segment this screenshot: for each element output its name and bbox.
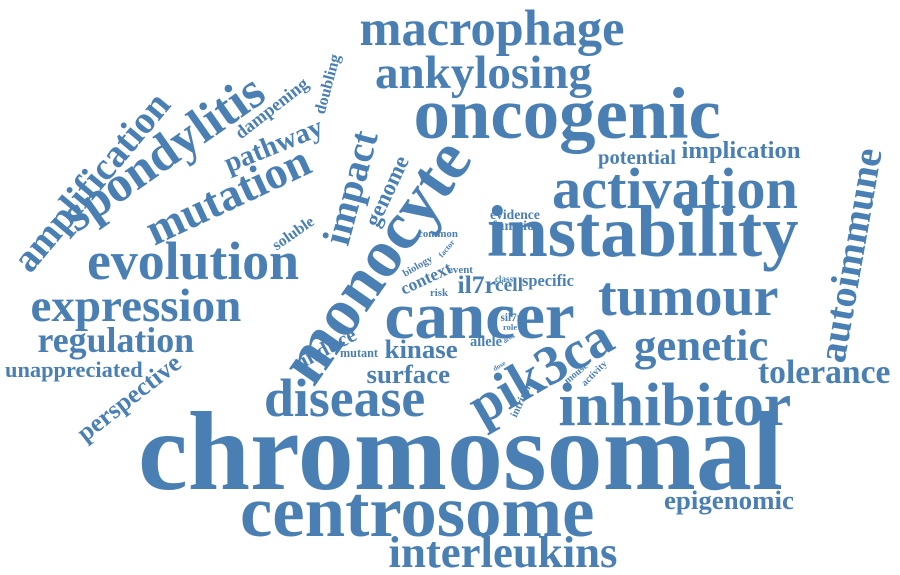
word-macrophage: macrophage	[359, 0, 625, 56]
word-evolution: evolution	[87, 231, 300, 291]
word-sil7r: sil7r	[500, 311, 522, 324]
word-implication: implication	[681, 136, 801, 164]
word-expression: expression	[30, 279, 242, 332]
word-class: class	[495, 274, 513, 284]
word-cell: cell	[495, 274, 524, 296]
word-ankylosing: ankylosing	[375, 46, 592, 99]
word-mutant: mutant	[340, 346, 378, 360]
word-factor: factor	[436, 238, 457, 260]
word-centrosome: centrosome	[240, 471, 595, 552]
word-interleukins: interleukins	[388, 527, 618, 575]
word-disease: disease	[264, 368, 426, 428]
word-il7r: il7r	[457, 269, 497, 299]
word-epigenomic: epigenomic	[664, 484, 794, 515]
word-tolerance: tolerance	[758, 354, 891, 391]
word-common: common	[418, 228, 458, 240]
word-role: role	[503, 321, 517, 332]
word-event: event	[448, 263, 473, 276]
word-tumour: tumour	[598, 266, 779, 328]
word-allele: allele	[470, 334, 502, 350]
word-cancer: cancer	[384, 277, 575, 353]
word-kinase: kinase	[384, 333, 458, 364]
word-regulation: regulation	[37, 320, 195, 360]
word-activation: activation	[552, 156, 798, 221]
word-autoimmune: autoimmune	[808, 144, 891, 366]
word-inhibitor: inhibitor	[558, 370, 792, 439]
word-evidence: evidence	[490, 206, 540, 222]
word-instability: instability	[487, 191, 799, 272]
word-potential: potential	[598, 146, 676, 169]
word-risk: risk	[430, 286, 448, 299]
word-function: function	[492, 217, 542, 234]
word-oncogenic: oncogenic	[413, 73, 721, 154]
word-unappreciated: unappreciated	[5, 357, 143, 382]
word-doubling: doubling	[310, 52, 344, 116]
word-chromosomal: chromosomal	[138, 390, 783, 514]
word-surface: surface	[366, 358, 451, 389]
word-specific: specific	[522, 271, 574, 290]
word-genetic: genetic	[634, 319, 769, 370]
